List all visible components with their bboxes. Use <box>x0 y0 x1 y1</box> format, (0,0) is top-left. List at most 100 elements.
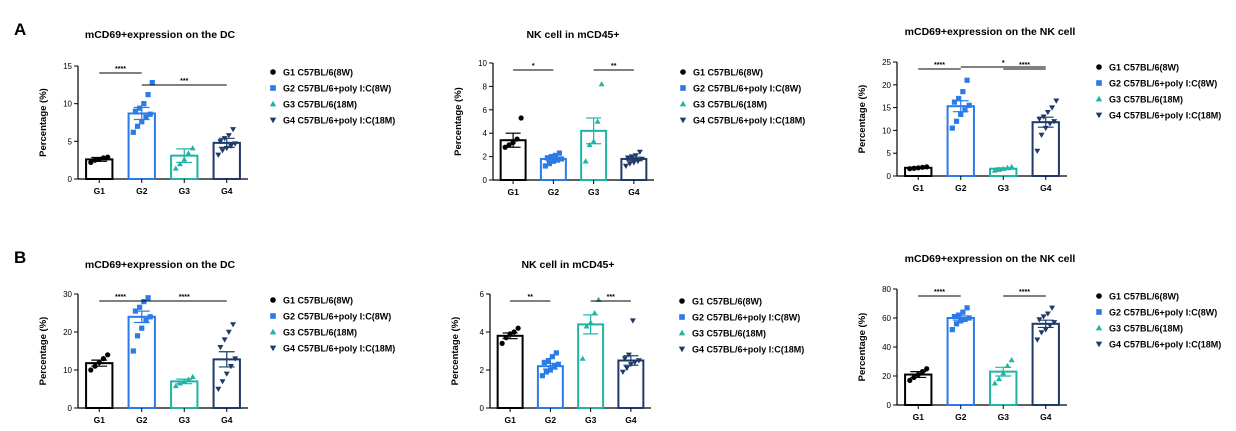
data-point-G4 <box>217 139 224 145</box>
data-point-G4 <box>223 145 230 152</box>
data-point-G2 <box>960 89 966 95</box>
y-axis-label: Percentage (%) <box>453 87 464 156</box>
legend-label: G2 C57BL/6+poly I:C(8W) <box>693 84 801 94</box>
data-point-G4 <box>227 363 234 370</box>
chart-2: NK cell in mCD45+ Percentage (%) 0 2 4 6 8 10 G1… <box>453 29 805 197</box>
significance-label: **** <box>934 62 945 69</box>
data-point-G2 <box>949 327 955 333</box>
x-tick-label: G4 <box>1040 183 1052 193</box>
data-point-G2 <box>143 114 149 120</box>
data-point-G4 <box>624 155 631 161</box>
data-point-G1 <box>907 377 913 383</box>
data-point-G3 <box>594 118 601 124</box>
data-point-G2 <box>147 111 153 117</box>
legend-marker <box>1095 341 1103 348</box>
y-tick-label: 0 <box>68 175 73 184</box>
data-point-G1 <box>502 144 508 150</box>
data-point-G2 <box>951 99 958 105</box>
y-tick-label: 0 <box>480 404 485 413</box>
legend: G1 C57BL/6(8W) G2 C57BL/6+poly I:C(8W) G3 … <box>679 68 805 126</box>
data-point-G4 <box>1036 116 1043 122</box>
data-point-G4 <box>632 153 639 159</box>
y-tick-label: 0 <box>887 172 892 181</box>
data-point-G4 <box>219 379 226 385</box>
legend-label: G3 C57BL/6(18M) <box>1109 324 1183 334</box>
legend-marker <box>679 298 685 304</box>
legend-marker <box>680 69 686 75</box>
data-point-G1 <box>100 356 107 362</box>
x-tick-label: G3 <box>998 412 1010 422</box>
legend-label: G1 C57BL/6(8W) <box>1109 292 1179 302</box>
data-point-G3 <box>189 373 196 380</box>
data-point-G4 <box>619 369 626 375</box>
data-point-G2 <box>543 369 549 375</box>
legend-marker <box>269 117 277 124</box>
x-tick-label: G1 <box>913 183 925 193</box>
chart-title: NK cell in mCD45+ <box>526 29 619 41</box>
significance-label: **** <box>115 294 126 301</box>
significance-label: **** <box>934 289 945 296</box>
data-point-G4 <box>230 322 237 328</box>
x-tick-label: G2 <box>136 186 148 196</box>
legend-marker <box>679 117 687 124</box>
legend-marker <box>1096 80 1102 86</box>
legend-label: G2 C57BL/6+poly I:C(8W) <box>1109 308 1217 318</box>
data-point-G4 <box>1036 317 1043 323</box>
y-tick-label: 4 <box>483 129 488 138</box>
data-point-G4 <box>631 360 638 366</box>
significance-label: *** <box>180 78 188 85</box>
bar-G3 <box>989 370 1018 406</box>
data-point-G1 <box>105 352 111 358</box>
chart-5: NK cell in mCD45+ Percentage (%) 0 2 4 6 G1 G2 G… <box>450 259 804 425</box>
data-point-G1 <box>507 331 513 337</box>
data-point-G3 <box>172 382 179 389</box>
data-point-G2 <box>956 95 962 102</box>
data-point-G2 <box>556 150 562 156</box>
bar-G3 <box>577 323 605 409</box>
data-point-G4 <box>628 154 635 160</box>
charts-layer: mCD69+expression on the DC Percentage (%)… <box>38 26 1221 425</box>
data-point-G4 <box>626 161 633 167</box>
legend: G1 C57BL/6(8W) G2 C57BL/6+poly I:C(8W) G3 … <box>269 68 395 126</box>
legend: G1 C57BL/6(8W) G2 C57BL/6+poly I:C(8W) G3 … <box>269 296 395 354</box>
data-point-G2 <box>966 102 972 108</box>
data-point-G4 <box>625 352 632 358</box>
panel-letter-a: A <box>14 20 26 39</box>
legend-marker <box>270 69 276 75</box>
legend-marker <box>269 345 277 352</box>
data-point-G2 <box>132 108 139 114</box>
legend-marker <box>1095 95 1103 102</box>
legend-marker <box>1095 112 1103 119</box>
chart-6: mCD69+expression on the NK cell Percentag… <box>857 253 1221 422</box>
data-point-G3 <box>583 323 590 329</box>
y-tick-label: 8 <box>483 82 488 91</box>
chart-4: mCD69+expression on the DC Percentage (%)… <box>38 259 395 425</box>
x-tick-label: G3 <box>179 186 191 196</box>
bar-G4 <box>617 359 645 409</box>
y-tick-label: 2 <box>483 153 488 162</box>
y-tick-label: 0 <box>887 401 892 410</box>
data-point-G1 <box>96 156 102 163</box>
data-point-G2 <box>143 318 149 324</box>
data-point-G4 <box>1044 109 1051 116</box>
y-tick-label: 15 <box>63 62 72 71</box>
x-tick-label: G4 <box>1040 412 1052 422</box>
y-tick-label: 80 <box>882 285 891 294</box>
chart-1: mCD69+expression on the DC Percentage (%)… <box>38 29 395 196</box>
bar-G2 <box>946 317 975 406</box>
data-point-G2 <box>542 163 548 169</box>
data-point-G1 <box>915 371 921 378</box>
data-point-G4 <box>1038 330 1045 336</box>
y-tick-label: 10 <box>63 100 72 109</box>
data-point-G2 <box>553 350 559 356</box>
data-point-G1 <box>92 363 98 369</box>
legend-label: G3 C57BL/6(18M) <box>1109 95 1183 105</box>
data-point-G1 <box>88 159 94 166</box>
data-point-G1 <box>911 165 917 171</box>
y-tick-label: 0 <box>68 404 73 413</box>
x-tick-label: G1 <box>504 415 516 425</box>
data-point-G2 <box>547 367 553 373</box>
data-point-G2 <box>147 314 153 320</box>
legend-label: G2 C57BL/6+poly I:C(8W) <box>692 313 800 323</box>
data-point-G3 <box>172 165 179 171</box>
